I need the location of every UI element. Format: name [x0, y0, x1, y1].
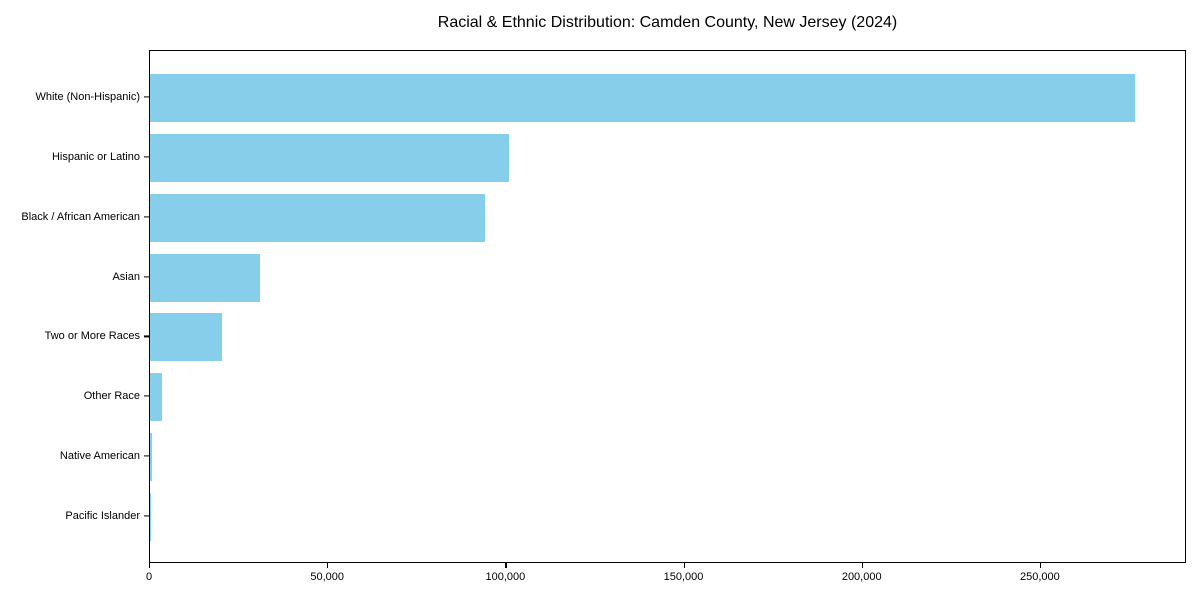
y-tick-label-white-non-hispanic: White (Non-Hispanic) — [35, 91, 140, 104]
x-tick-label-150000: 150,000 — [663, 571, 704, 583]
y-tick-mark-hispanic-or-latino — [144, 156, 149, 158]
y-tick-label-native-american: Native American — [59, 449, 140, 462]
y-tick-mark-black-african-american — [144, 216, 149, 218]
y-tick-mark-two-or-more-races — [144, 335, 149, 337]
y-tick-mark-native-american — [144, 455, 149, 457]
chart-title: Racial & Ethnic Distribution: Camden Cou… — [437, 14, 898, 31]
x-tick-mark-50000 — [327, 563, 329, 568]
bar-white-non-hispanic — [150, 74, 1136, 123]
y-tick-mark-pacific-islander — [144, 515, 149, 517]
x-tick-label-100000: 100,000 — [485, 571, 526, 583]
x-tick-mark-150000 — [683, 563, 685, 568]
plot-area — [149, 50, 1186, 563]
x-tick-mark-100000 — [505, 563, 507, 568]
y-tick-label-two-or-more-races: Two or More Races — [44, 330, 140, 343]
x-tick-label-0: 0 — [145, 571, 153, 583]
x-tick-mark-0 — [149, 563, 151, 568]
y-tick-mark-white-non-hispanic — [144, 96, 149, 98]
x-tick-label-50000: 50,000 — [310, 571, 344, 583]
bar-asian — [150, 253, 261, 302]
y-tick-mark-asian — [144, 276, 149, 278]
y-tick-label-other-race: Other Race — [83, 390, 140, 403]
bar-two-or-more-races — [150, 313, 222, 362]
x-tick-label-200000: 200,000 — [841, 571, 882, 583]
y-tick-label-asian: Asian — [112, 270, 140, 283]
y-tick-label-black-african-american: Black / African American — [21, 210, 140, 223]
bar-other-race — [150, 373, 163, 422]
y-tick-label-hispanic-or-latino: Hispanic or Latino — [51, 151, 140, 164]
x-tick-mark-200000 — [861, 563, 863, 568]
bar-hispanic-or-latino — [150, 134, 510, 182]
bar-native-american — [150, 433, 152, 481]
y-tick-label-pacific-islander: Pacific Islander — [65, 509, 140, 522]
bar-black-african-american — [150, 193, 486, 242]
x-tick-label-250000: 250,000 — [1020, 571, 1060, 583]
x-tick-mark-250000 — [1039, 563, 1042, 568]
y-tick-mark-other-race — [144, 395, 149, 397]
